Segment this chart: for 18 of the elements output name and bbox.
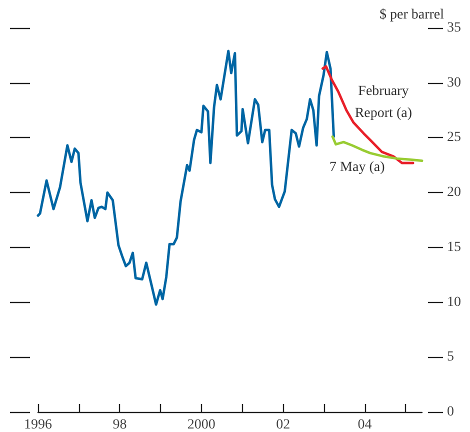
y-tick-label: 20	[447, 185, 461, 200]
y-tick-label: 10	[447, 294, 461, 310]
series-label: February Report (a)	[354, 84, 412, 121]
line-series	[36, 50, 336, 306]
series-label: 7 May (a)	[330, 160, 386, 175]
y-tick-label: 25	[447, 130, 461, 146]
y-tick-label: 35	[447, 20, 461, 36]
line-series	[331, 135, 424, 162]
y-tick-label: 15	[447, 240, 461, 255]
y-tick-label: 5	[447, 350, 454, 365]
x-tick-label: 2000	[187, 418, 216, 432]
x-tick-label: 04	[358, 418, 372, 432]
x-tick-label: 02	[276, 418, 290, 432]
y-tick-label: 30	[447, 75, 461, 90]
y-tick-label: 0	[447, 404, 454, 420]
x-tick-label: 1996	[24, 418, 52, 432]
y-axis-title: $ per barrel	[379, 8, 444, 22]
x-tick-label: 98	[112, 418, 127, 432]
